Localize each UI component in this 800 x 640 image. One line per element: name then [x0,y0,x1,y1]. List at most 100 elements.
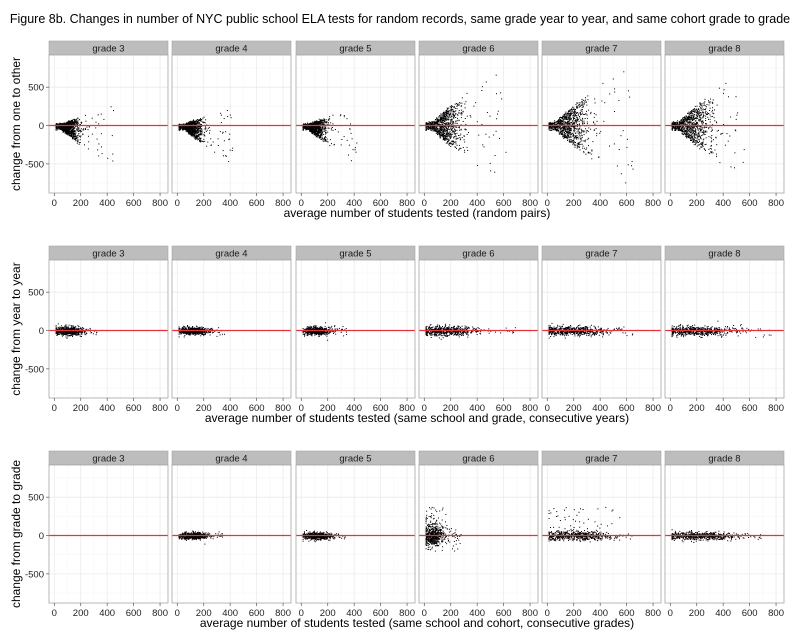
data-point [719,162,721,164]
data-point [448,138,450,140]
data-point [450,124,452,126]
data-point [564,129,566,131]
data-point [578,123,580,125]
data-point [354,147,356,149]
data-point [319,129,321,131]
data-point [196,135,198,137]
data-point [303,126,305,128]
data-point [572,144,574,146]
data-point [78,129,80,131]
data-point [200,119,202,121]
data-point [436,117,438,119]
data-point [689,112,691,114]
data-point [450,116,452,118]
data-point [460,109,462,111]
data-point [433,129,435,131]
data-point [310,127,312,129]
data-point [61,123,63,125]
data-point [578,106,580,108]
data-point [715,137,717,139]
data-point [229,133,231,135]
data-point [196,131,198,133]
data-point [98,155,100,157]
data-point [690,130,692,132]
data-point [556,121,558,123]
data-point [346,118,348,120]
data-point [469,115,471,117]
data-point [190,128,192,130]
data-point [439,115,441,117]
data-point [71,121,73,123]
data-point [567,131,568,133]
data-point [308,126,310,128]
data-point [580,128,582,130]
data-point [576,107,577,109]
data-point [69,132,71,134]
data-point [196,119,198,121]
data-point [578,142,580,144]
data-point [320,119,322,121]
data-point [675,129,677,131]
data-point [618,149,620,150]
data-point [473,105,475,107]
data-point [569,139,571,141]
data-point [71,120,73,122]
data-point [195,127,197,129]
data-point [453,136,455,137]
data-point [452,142,454,144]
data-point [73,133,74,135]
data-point [586,110,587,112]
data-point [451,115,453,117]
data-point [579,132,580,134]
data-point [56,129,58,131]
data-point [307,122,308,124]
data-point [443,118,445,120]
data-point [192,128,194,129]
data-point [351,138,353,140]
data-point [430,124,432,125]
panel-border [48,54,169,194]
data-point [565,127,567,129]
data-point [454,115,456,116]
data-point [445,113,447,115]
data-point [685,115,687,117]
data-point [328,118,330,120]
data-point [560,130,562,132]
data-point [67,134,69,136]
data-point [193,128,195,130]
data-point [178,125,180,127]
data-point [324,139,326,141]
data-point [688,134,690,136]
data-point [460,128,462,130]
data-point [690,119,692,120]
data-point [77,135,79,137]
data-point [568,110,570,112]
data-point [612,78,614,80]
data-point [77,120,79,122]
data-point [672,128,673,130]
data-point [456,104,458,106]
data-point [306,127,308,129]
data-point [604,102,606,104]
data-point [74,133,76,135]
data-point [581,120,583,122]
data-point [455,146,457,148]
data-point [69,126,71,128]
data-point [188,123,190,125]
data-point [440,121,442,123]
data-point [188,129,190,131]
data-point [182,129,184,131]
data-point [555,123,557,125]
data-point [442,119,444,121]
data-point [688,121,690,123]
data-point [64,127,66,128]
data-point [456,147,457,149]
data-point [550,122,552,124]
data-point [442,121,444,123]
data-point [438,119,440,121]
data-point [548,126,550,128]
data-point [689,121,691,122]
data-point [222,150,224,152]
data-point [551,130,553,131]
data-point [180,126,182,128]
